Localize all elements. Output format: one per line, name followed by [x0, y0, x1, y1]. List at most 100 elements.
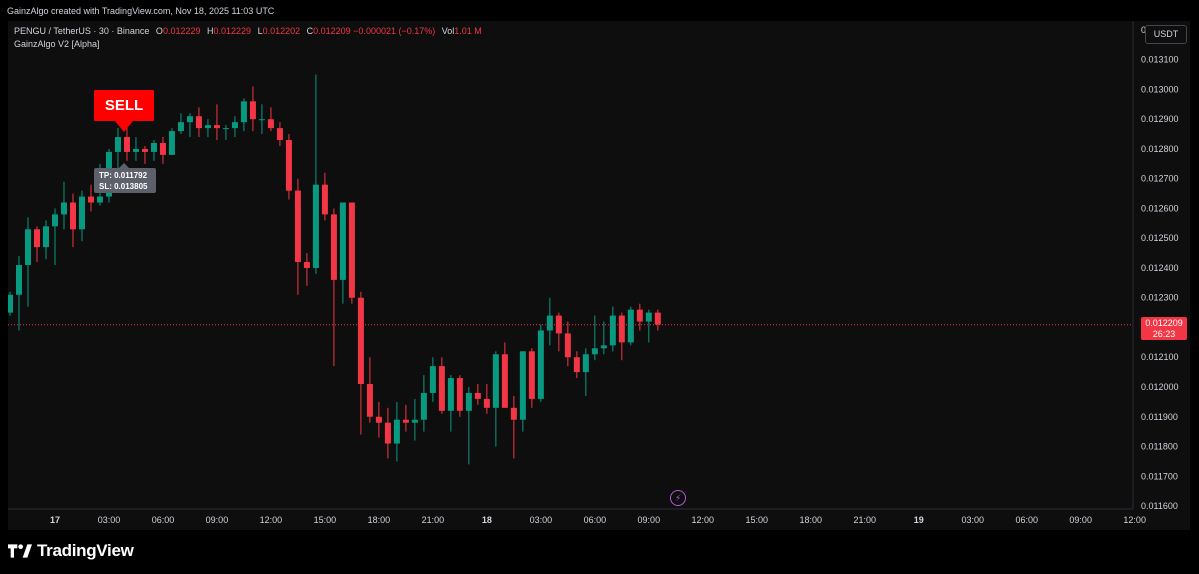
candle-body [375, 416, 382, 423]
candle-body [528, 351, 535, 399]
candle [636, 303, 643, 331]
candle [384, 407, 391, 459]
candle-body [519, 351, 526, 420]
candle [276, 122, 283, 146]
x-tick-label: 12:00 [692, 515, 715, 525]
chart-pane[interactable]: 0.011600 0.011700 0.011800 0.011900 0.012000… [8, 21, 1190, 530]
candle-body [51, 214, 58, 227]
candle [537, 324, 544, 402]
candle [33, 226, 40, 263]
symbol-name[interactable]: PENGU / TetherUS · 30 · Binance [14, 26, 150, 36]
candle-body [258, 119, 265, 121]
candle-body [33, 229, 40, 248]
candle [591, 315, 598, 361]
candle [519, 351, 526, 432]
candle-body [357, 297, 364, 385]
candle-body [537, 330, 544, 399]
candle [564, 321, 571, 367]
y-tick-label: 0.012800 [1141, 144, 1179, 154]
candle-body [96, 196, 103, 203]
candle [231, 116, 238, 138]
candle-body [24, 229, 31, 265]
candle-body [240, 101, 247, 123]
lightning-icon[interactable]: ⚡ [670, 490, 686, 506]
y-tick-label: 0.012300 [1141, 293, 1179, 303]
high-value: 0.012229 [213, 26, 252, 36]
candle [420, 375, 427, 432]
candle [132, 137, 139, 161]
candle [249, 86, 256, 132]
x-tick-label: 12:00 [260, 515, 283, 525]
candle-body [600, 345, 607, 349]
y-tick-label: 0.013100 [1141, 55, 1179, 65]
close-label: C [306, 26, 314, 36]
candle [267, 107, 274, 132]
candle-body [8, 294, 13, 313]
candle-body [285, 140, 292, 191]
candle-body [609, 315, 616, 346]
candle [168, 128, 175, 155]
candle [456, 375, 463, 417]
candle-body [366, 384, 373, 417]
candle [483, 384, 490, 414]
candle [60, 181, 67, 230]
open-value: 0.012229 [162, 26, 201, 36]
x-tick-label: 06:00 [584, 515, 607, 525]
last-price-tag: 0.012209 26:23 [1141, 317, 1187, 340]
y-tick-label: 0.012100 [1141, 352, 1179, 362]
sell-arrow-icon [115, 121, 133, 132]
candle-body [492, 354, 499, 408]
candle-body [15, 265, 22, 295]
candle-body [204, 125, 211, 129]
candle-body [231, 122, 238, 129]
candle [348, 202, 355, 304]
low-label: L [257, 26, 263, 36]
candle [402, 404, 409, 432]
tradingview-brand[interactable]: TradingView [8, 541, 134, 561]
x-tick-label: 09:00 [638, 515, 661, 525]
candle-body [132, 148, 139, 152]
price-chart[interactable]: 0.011600 0.011700 0.011800 0.011900 0.012000… [8, 21, 1190, 530]
candle [240, 98, 247, 132]
x-tick-label: 03:00 [961, 515, 984, 525]
candle-body [393, 419, 400, 444]
candle-body [186, 116, 193, 123]
candle-body [636, 309, 643, 322]
candle-body [402, 419, 409, 423]
y-tick-label: 0.011600 [1141, 501, 1178, 511]
candle [69, 193, 76, 248]
candle-body [474, 392, 481, 399]
y-tick-label: 0.012000 [1141, 382, 1179, 392]
candle-body [321, 184, 328, 215]
candle-body [150, 143, 157, 152]
open-label: O [155, 26, 163, 36]
candle-body [141, 148, 148, 152]
candle-body [60, 202, 67, 215]
indicator-title[interactable]: GainzAlgo V2 [Alpha] [14, 39, 100, 49]
candle-body [195, 116, 202, 129]
candle-body [177, 122, 184, 132]
candle [555, 312, 562, 352]
candle [258, 104, 265, 135]
candle [24, 217, 31, 307]
candle-body [213, 125, 220, 129]
candle [51, 208, 58, 265]
candle-body [384, 422, 391, 444]
candle-body [42, 226, 49, 248]
candle [654, 309, 661, 331]
candle-body [330, 214, 337, 280]
stop-loss-text: SL: 0.013805 [99, 182, 148, 191]
candle-body [222, 128, 229, 130]
currency-button[interactable]: USDT [1145, 25, 1187, 44]
candle-body [501, 354, 508, 408]
candle [15, 256, 22, 331]
candle-body [456, 378, 463, 411]
candle-body [87, 196, 94, 203]
candle [627, 306, 634, 346]
x-tick-label: 15:00 [314, 515, 337, 525]
candle [393, 401, 400, 462]
candle [582, 348, 589, 396]
x-tick-label: 15:00 [746, 515, 769, 525]
candle [339, 202, 346, 304]
symbol-legend: PENGU / TetherUS · 30 · Binance O0.01222… [14, 26, 482, 36]
